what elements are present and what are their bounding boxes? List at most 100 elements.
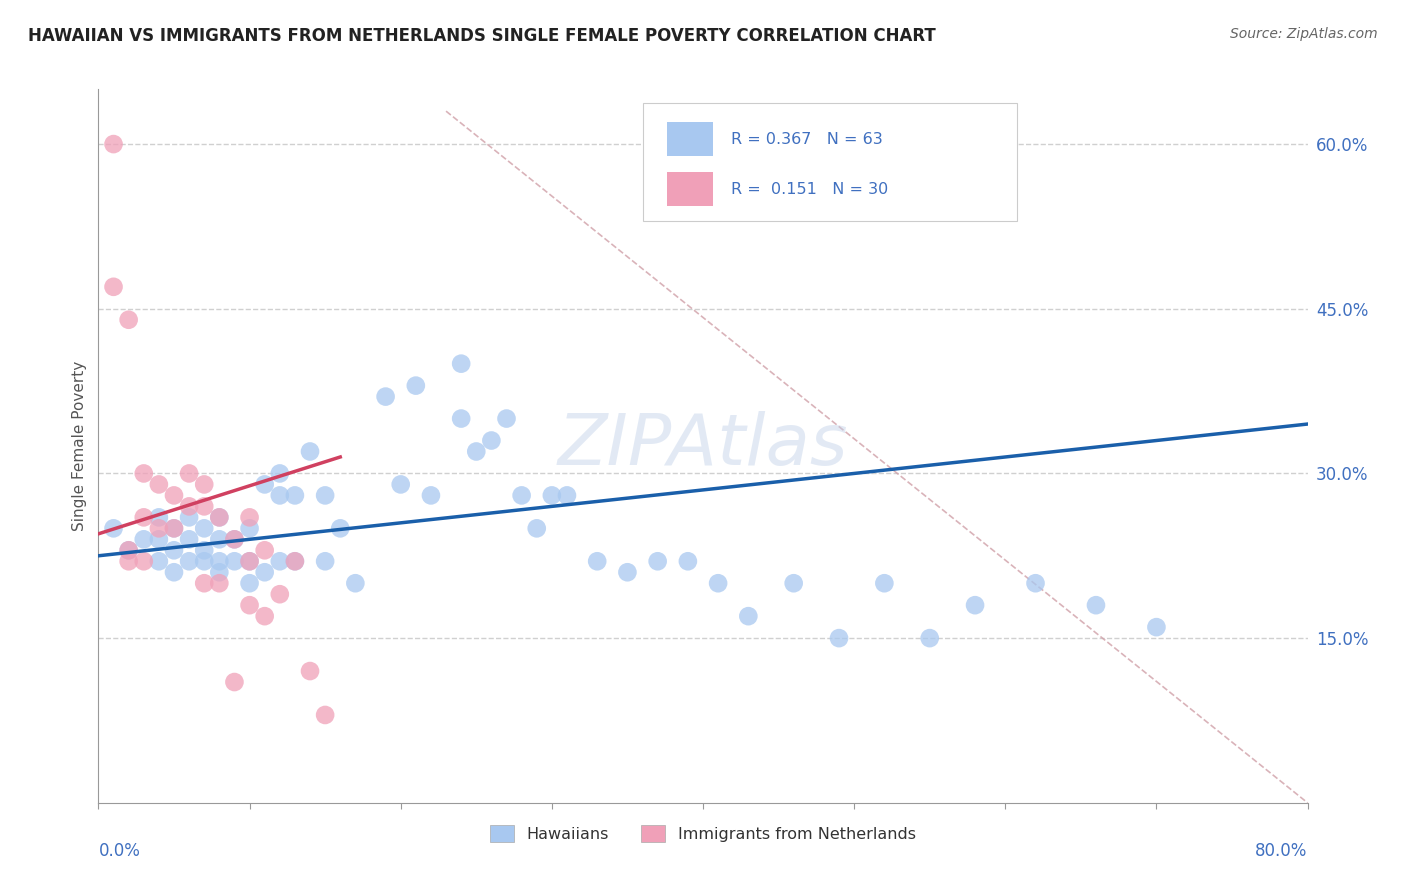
Point xyxy=(224,533,246,547)
Point xyxy=(148,477,170,491)
Text: R =  0.151   N = 30: R = 0.151 N = 30 xyxy=(731,182,889,196)
Point xyxy=(224,554,246,568)
Point xyxy=(118,554,141,568)
Point xyxy=(299,444,322,458)
Point xyxy=(253,609,276,624)
FancyBboxPatch shape xyxy=(643,103,1018,221)
Point xyxy=(132,467,155,481)
Point xyxy=(450,357,472,371)
FancyBboxPatch shape xyxy=(666,172,713,206)
Point xyxy=(495,411,517,425)
Point xyxy=(118,312,141,326)
Point xyxy=(208,554,231,568)
Point xyxy=(253,477,276,491)
Point xyxy=(163,543,186,558)
Text: ZIPAtlas: ZIPAtlas xyxy=(558,411,848,481)
Point xyxy=(269,587,291,601)
Point xyxy=(208,533,231,547)
Point xyxy=(526,521,548,535)
Text: HAWAIIAN VS IMMIGRANTS FROM NETHERLANDS SINGLE FEMALE POVERTY CORRELATION CHART: HAWAIIAN VS IMMIGRANTS FROM NETHERLANDS … xyxy=(28,27,936,45)
Point xyxy=(269,554,291,568)
Point xyxy=(737,609,759,624)
Point xyxy=(510,488,533,502)
Point xyxy=(239,521,262,535)
Point xyxy=(148,521,170,535)
Point xyxy=(179,510,201,524)
Point xyxy=(208,510,231,524)
Point xyxy=(965,598,987,612)
Point xyxy=(179,554,201,568)
Y-axis label: Single Female Poverty: Single Female Poverty xyxy=(72,361,87,531)
Text: R = 0.367   N = 63: R = 0.367 N = 63 xyxy=(731,132,883,146)
Point xyxy=(1085,598,1108,612)
Point xyxy=(269,467,291,481)
Point xyxy=(193,521,215,535)
Point xyxy=(314,708,336,723)
Point xyxy=(148,554,170,568)
Point xyxy=(405,378,427,392)
Point xyxy=(420,488,443,502)
Point xyxy=(132,510,155,524)
Point xyxy=(118,543,141,558)
Point xyxy=(103,280,125,294)
Point xyxy=(193,554,215,568)
Point xyxy=(481,434,503,448)
Point xyxy=(555,488,578,502)
Point xyxy=(284,554,307,568)
Point xyxy=(389,477,412,491)
Point xyxy=(616,566,638,580)
Point xyxy=(163,521,186,535)
Legend: Hawaiians, Immigrants from Netherlands: Hawaiians, Immigrants from Netherlands xyxy=(484,819,922,848)
Point xyxy=(193,576,215,591)
Point xyxy=(783,576,806,591)
Point xyxy=(208,510,231,524)
Point xyxy=(208,566,231,580)
Point xyxy=(465,444,488,458)
Point xyxy=(253,566,276,580)
Point xyxy=(193,477,215,491)
Point xyxy=(540,488,562,502)
Point xyxy=(299,664,322,678)
Point xyxy=(224,533,246,547)
Point xyxy=(148,533,170,547)
Point xyxy=(284,554,307,568)
Point xyxy=(828,631,851,645)
Point xyxy=(873,576,896,591)
Point xyxy=(239,510,262,524)
Point xyxy=(676,554,699,568)
FancyBboxPatch shape xyxy=(666,122,713,156)
Point xyxy=(284,488,307,502)
Point xyxy=(918,631,941,645)
Point xyxy=(239,598,262,612)
Point xyxy=(239,576,262,591)
Point xyxy=(450,411,472,425)
Point xyxy=(193,543,215,558)
Point xyxy=(374,390,396,404)
Point xyxy=(314,554,336,568)
Point xyxy=(253,543,276,558)
Point xyxy=(193,500,215,514)
Point xyxy=(647,554,669,568)
Point xyxy=(586,554,609,568)
Point xyxy=(329,521,352,535)
Point xyxy=(179,533,201,547)
Point xyxy=(132,554,155,568)
Text: Source: ZipAtlas.com: Source: ZipAtlas.com xyxy=(1230,27,1378,41)
Point xyxy=(103,521,125,535)
Point xyxy=(118,543,141,558)
Point xyxy=(269,488,291,502)
Point xyxy=(179,467,201,481)
Point xyxy=(224,675,246,690)
Point xyxy=(163,521,186,535)
Point xyxy=(239,554,262,568)
Point xyxy=(132,533,155,547)
Point xyxy=(103,137,125,152)
Point xyxy=(148,510,170,524)
Point xyxy=(179,500,201,514)
Point xyxy=(707,576,730,591)
Point xyxy=(163,488,186,502)
Point xyxy=(163,566,186,580)
Point xyxy=(1144,620,1167,634)
Text: 0.0%: 0.0% xyxy=(98,842,141,860)
Text: 80.0%: 80.0% xyxy=(1256,842,1308,860)
